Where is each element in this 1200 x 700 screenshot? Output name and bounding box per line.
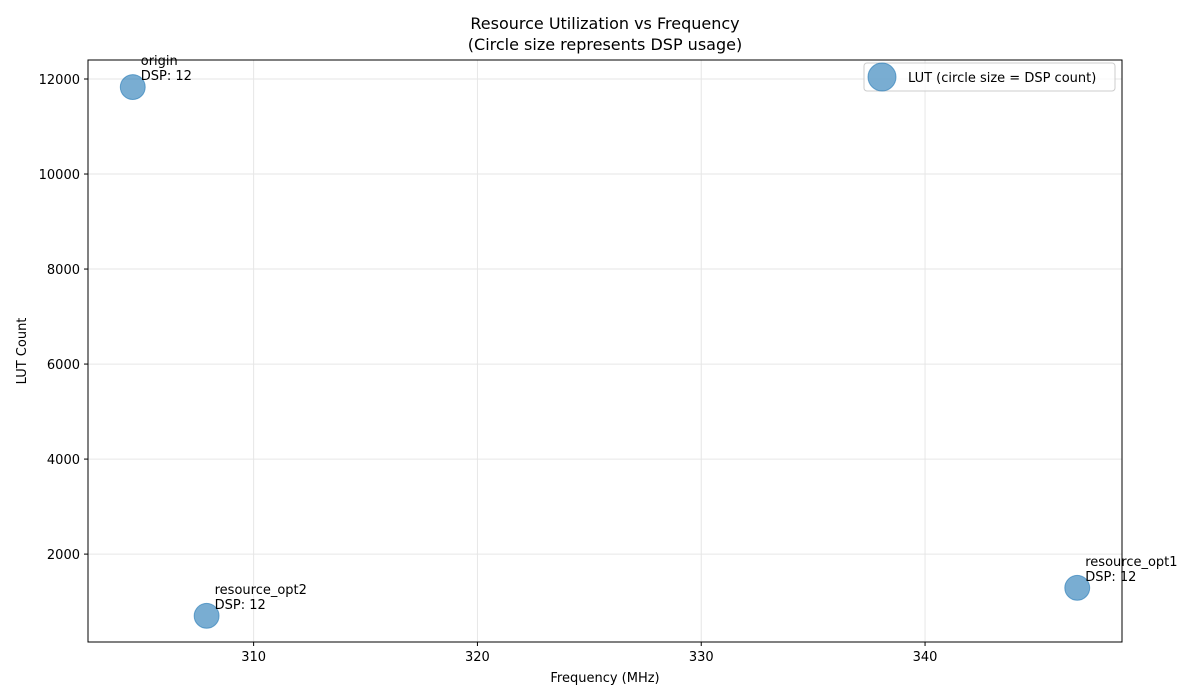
chart-title: Resource Utilization vs Frequency [470,14,739,33]
x-axis-ticks: 310 320 330 340 [241,642,937,665]
point-name-label: origin [141,54,178,69]
legend-marker [867,62,897,92]
point-name-label: resource_opt1 [1085,555,1177,570]
legend-box [863,62,1116,92]
scatter-point [1064,574,1091,601]
y-tick-label: 8000 [47,263,80,278]
legend-label: LUT (circle size = DSP count) [908,71,1096,86]
y-axis-ticks: 2000 4000 6000 8000 10000 12000 [39,73,88,563]
legend: LUT (circle size = DSP count) [863,62,1116,92]
point-dsp-label: DSP: 12 [141,69,192,84]
scatter-point [193,602,220,629]
y-tick-label: 2000 [47,548,80,563]
y-tick-label: 4000 [47,453,80,468]
x-tick-label: 320 [465,650,490,665]
point-dsp-label: DSP: 12 [1085,570,1136,585]
data-points [119,74,1091,629]
y-tick-label: 12000 [39,73,80,88]
y-tick-label: 6000 [47,358,80,373]
y-axis-label: LUT Count [15,318,30,385]
x-tick-label: 330 [689,650,714,665]
x-axis-label: Frequency (MHz) [550,671,659,686]
point-dsp-label: DSP: 12 [215,598,266,613]
scatter-point [119,74,146,101]
chart-subtitle: (Circle size represents DSP usage) [468,35,742,54]
x-tick-label: 310 [241,650,266,665]
plot-area-frame [87,59,1123,643]
x-tick-label: 340 [913,650,938,665]
point-name-label: resource_opt2 [215,583,307,598]
y-tick-label: 10000 [39,168,80,183]
